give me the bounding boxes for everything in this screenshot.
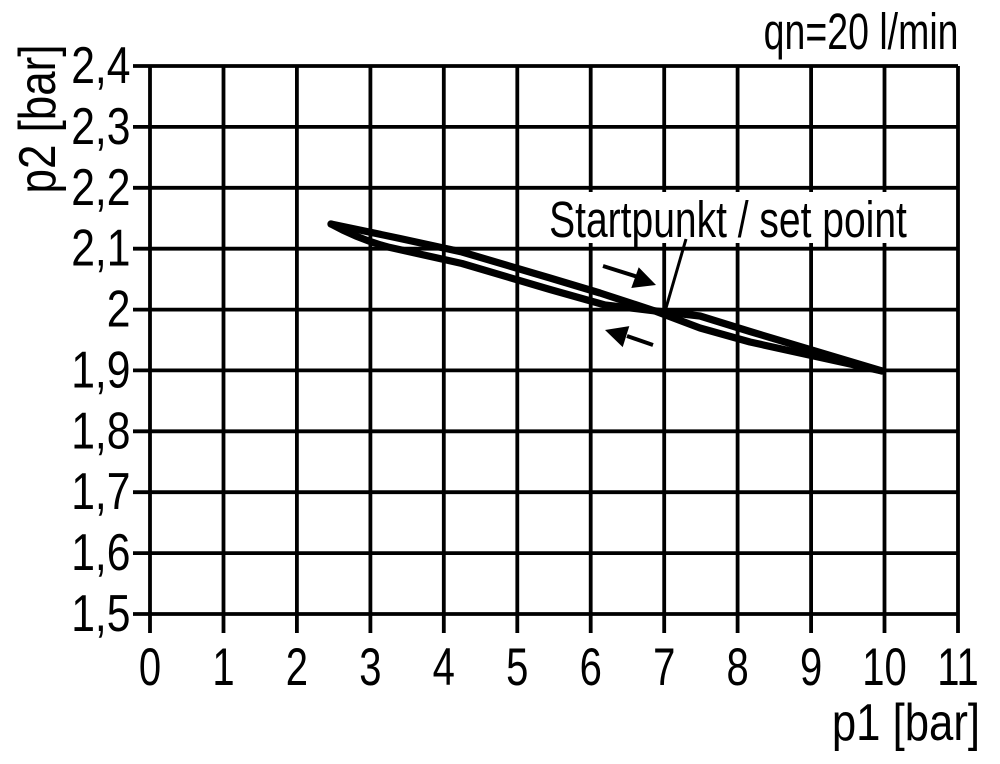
svg-text:1,7: 1,7: [71, 463, 130, 521]
svg-text:p2 [bar]: p2 [bar]: [9, 45, 67, 194]
svg-text:2,3: 2,3: [71, 98, 130, 156]
svg-text:1,9: 1,9: [71, 341, 130, 399]
svg-text:5: 5: [506, 636, 528, 696]
svg-text:6: 6: [580, 636, 602, 696]
svg-text:2: 2: [107, 281, 131, 339]
svg-text:3: 3: [359, 636, 381, 696]
svg-text:1,8: 1,8: [71, 402, 130, 460]
svg-text:1: 1: [212, 636, 234, 696]
svg-text:7: 7: [653, 636, 675, 696]
svg-text:p1 [bar]: p1 [bar]: [832, 695, 980, 752]
svg-text:Startpunkt / set point: Startpunkt / set point: [549, 191, 907, 248]
svg-text:2,2: 2,2: [71, 159, 130, 217]
svg-text:10: 10: [862, 636, 906, 696]
svg-text:2,4: 2,4: [71, 37, 130, 95]
svg-text:9: 9: [800, 636, 822, 696]
svg-text:2,1: 2,1: [71, 220, 130, 278]
svg-text:8: 8: [726, 636, 748, 696]
svg-text:1,6: 1,6: [71, 524, 130, 582]
svg-text:qn=20 l/min: qn=20 l/min: [764, 3, 959, 60]
svg-text:0: 0: [139, 636, 161, 696]
svg-text:4: 4: [433, 636, 455, 696]
svg-text:1,5: 1,5: [71, 585, 130, 643]
svg-text:2: 2: [286, 636, 308, 696]
svg-text:11: 11: [937, 636, 979, 696]
